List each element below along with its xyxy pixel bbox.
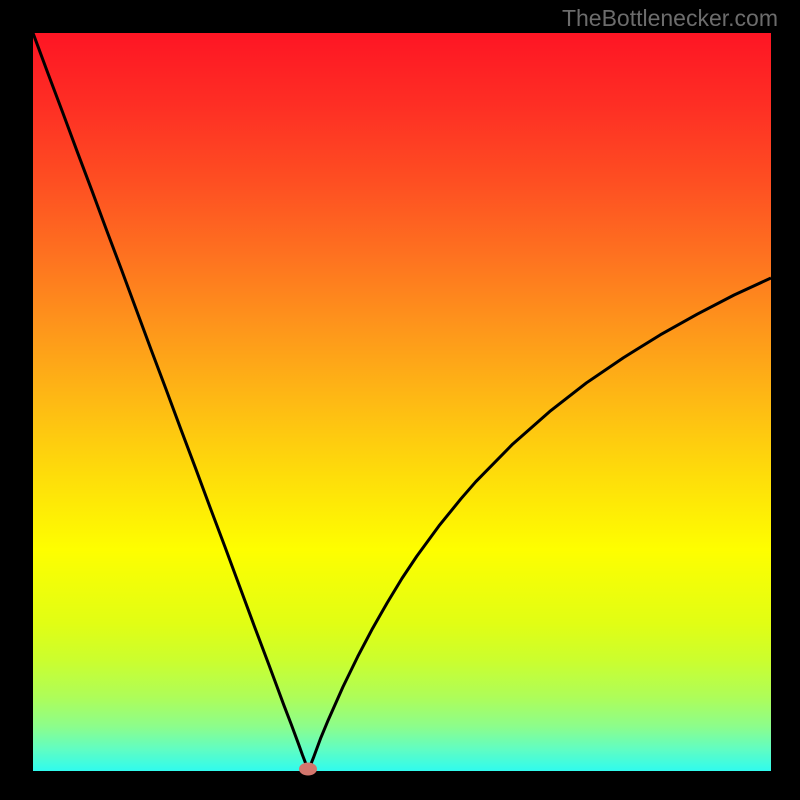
optimal-point-marker [299, 762, 317, 775]
bottleneck-curve [33, 33, 771, 771]
watermark-text: TheBottlenecker.com [562, 5, 778, 32]
plot-area [33, 33, 771, 771]
